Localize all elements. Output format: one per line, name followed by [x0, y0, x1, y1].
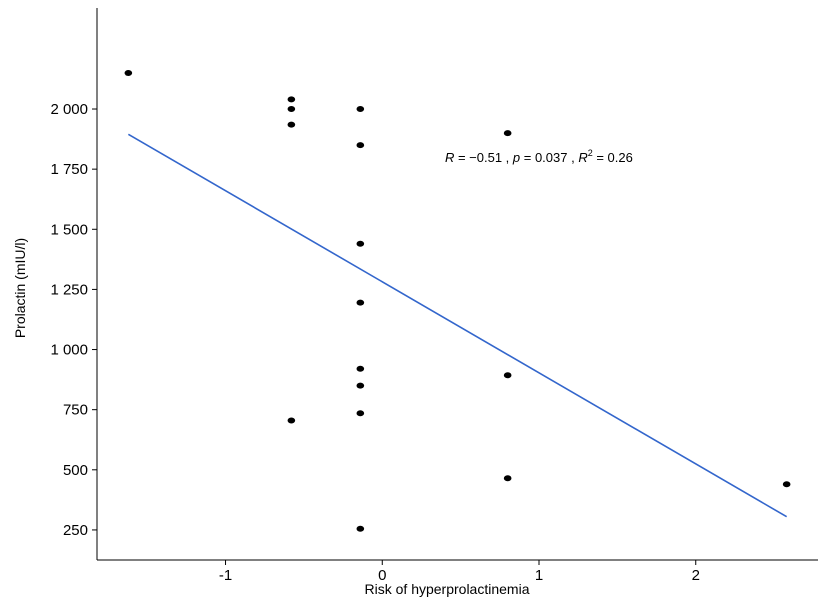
x-axis-ticks: -1 0 1 2 [219, 560, 700, 584]
data-point [356, 299, 365, 306]
y-tick-label: 1 250 [50, 281, 88, 298]
data-points [124, 69, 791, 532]
y-tick-label: 1 000 [50, 342, 88, 359]
data-point [503, 475, 512, 482]
data-point [287, 96, 296, 103]
x-tick-label: -1 [219, 567, 232, 584]
x-tick-label: 0 [378, 567, 386, 584]
y-tick-label: 250 [63, 522, 88, 539]
x-axis-title: Risk of hyperprolactinemia [365, 581, 530, 597]
x-tick-label: 1 [535, 567, 543, 584]
y-tick-label: 2 000 [50, 101, 88, 118]
y-axis-ticks: 250 500 750 1 000 1 250 1 500 1 750 2 000 [50, 101, 97, 539]
data-point [356, 525, 365, 532]
y-tick-label: 1 500 [50, 221, 88, 238]
regression-line [127, 133, 788, 518]
data-point [287, 121, 296, 128]
x-tick-label: 2 [692, 567, 700, 584]
data-point [124, 69, 133, 76]
data-point [356, 106, 365, 113]
data-point [287, 417, 296, 424]
data-point [356, 365, 365, 372]
data-point [356, 240, 365, 247]
plot-area [96, 8, 818, 561]
y-tick-label: 750 [63, 402, 88, 419]
data-point [356, 142, 365, 149]
data-point [503, 130, 512, 137]
data-point [782, 481, 791, 488]
data-point [356, 382, 365, 389]
data-point [356, 410, 365, 417]
data-point [503, 372, 512, 379]
y-tick-label: 1 750 [50, 161, 88, 178]
y-axis-title: Prolactin (mIU/l) [12, 238, 28, 338]
data-point [287, 106, 296, 113]
y-tick-label: 500 [63, 462, 88, 479]
correlation-annotation: R = −0.51 , p = 0.037 , R2 = 0.26 [445, 148, 633, 165]
